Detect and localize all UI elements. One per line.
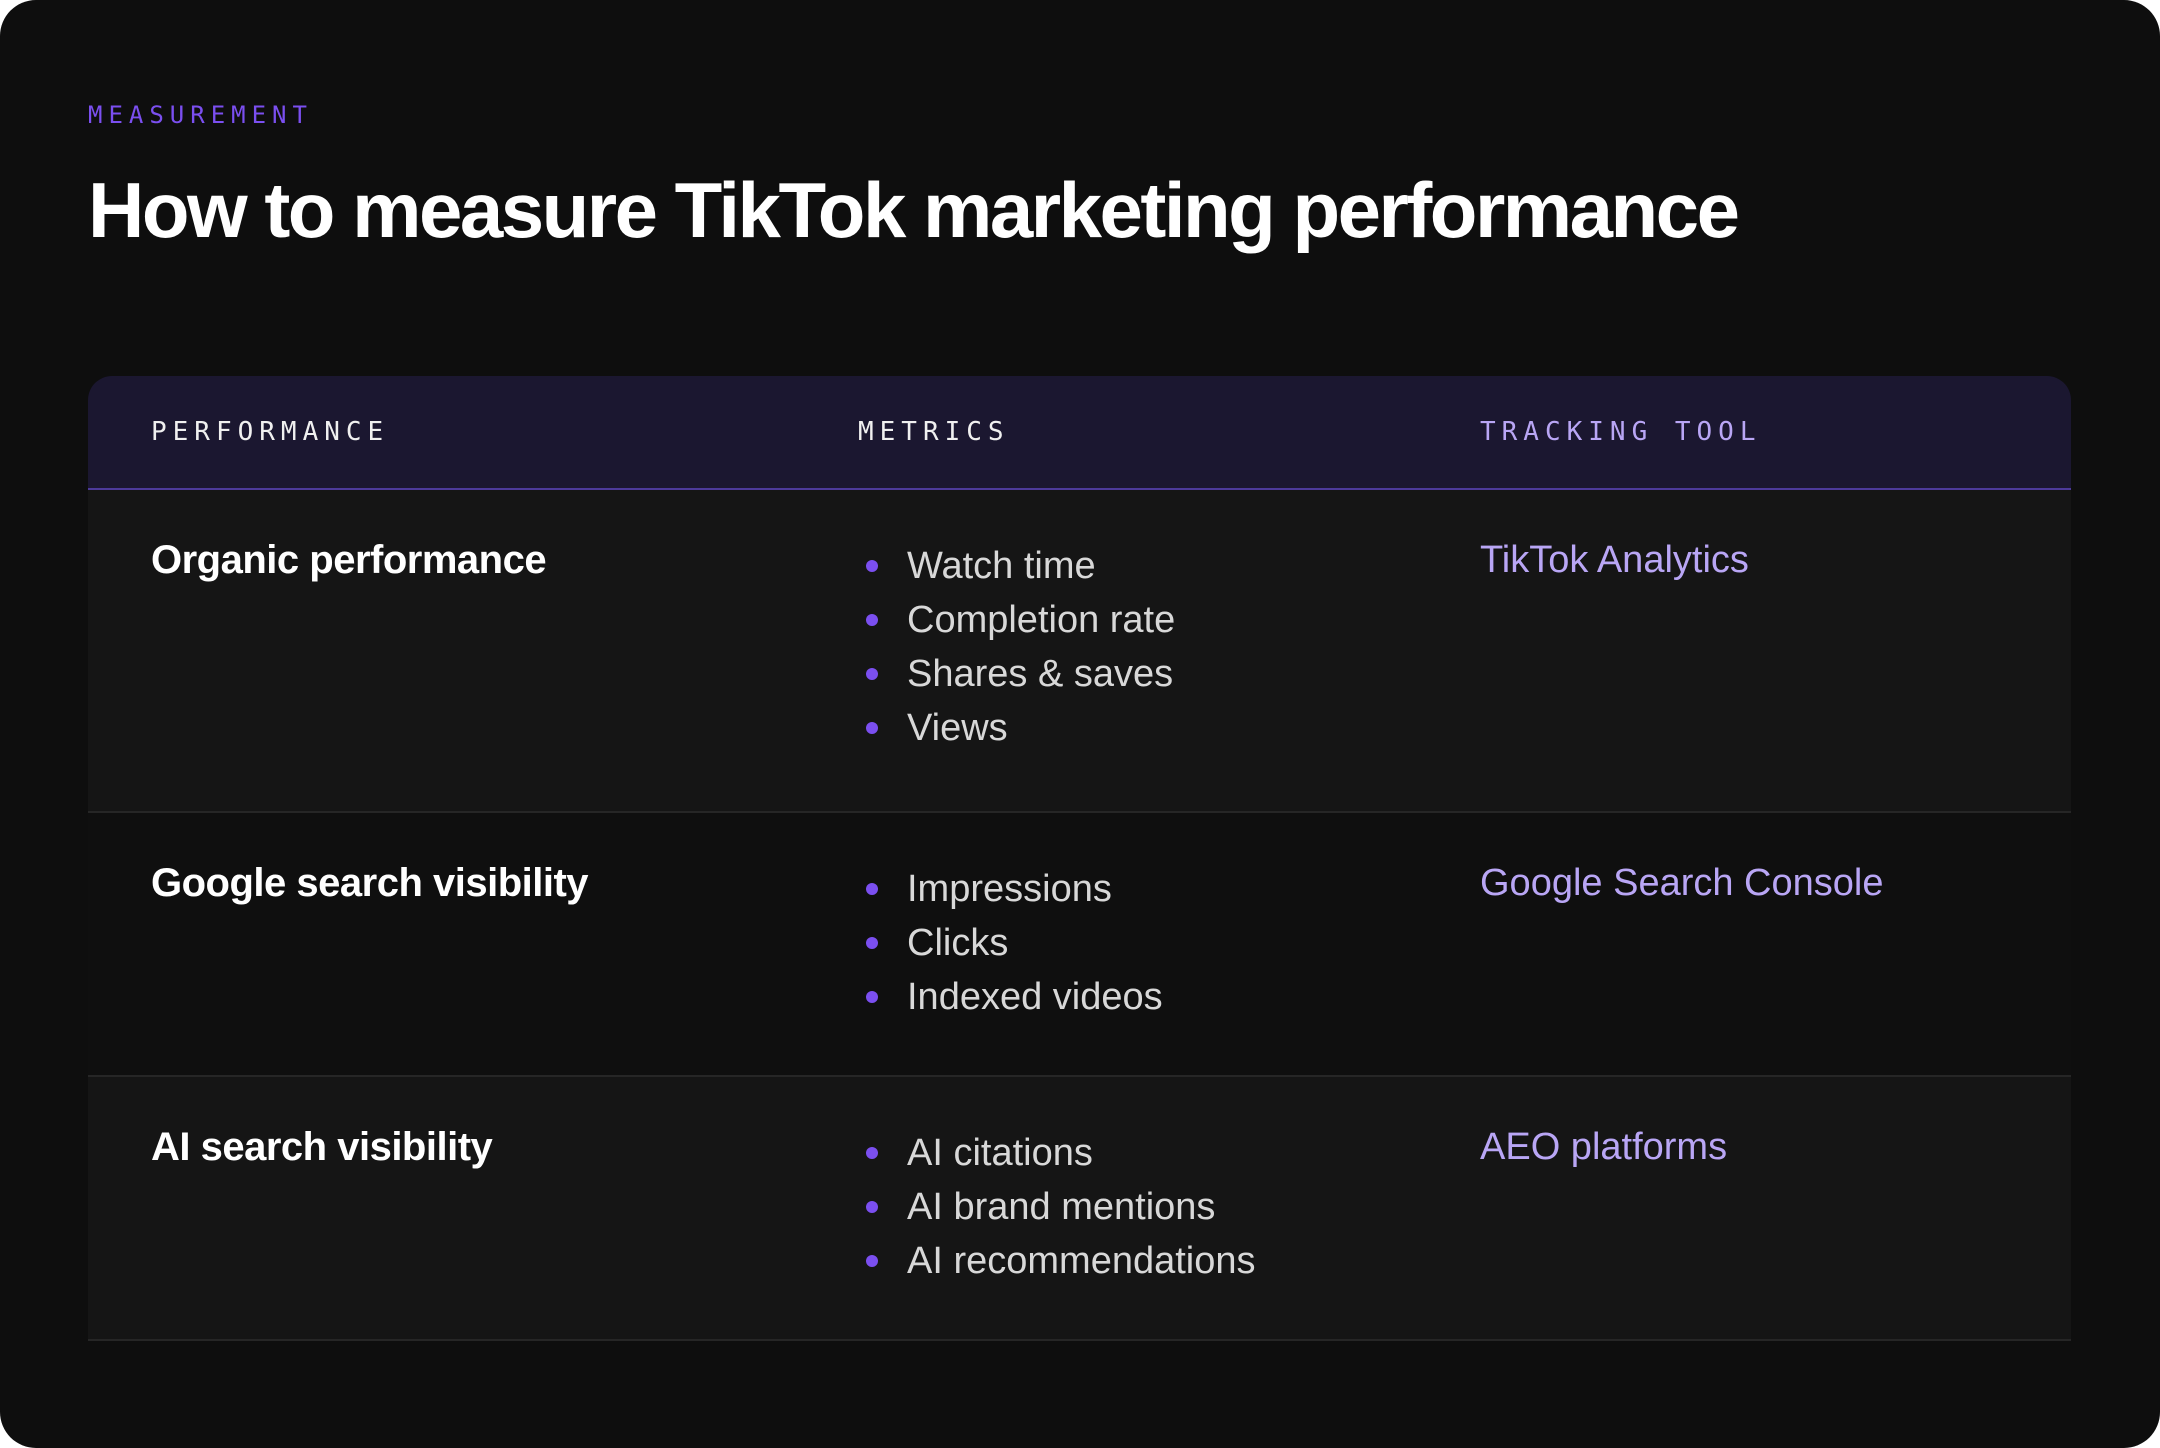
metric-label: AI brand mentions (907, 1185, 1216, 1228)
metric-label: Impressions (907, 867, 1112, 910)
tool-link-google-search-console[interactable]: Google Search Console (1480, 862, 1884, 904)
list-item: AI brand mentions (858, 1177, 1256, 1237)
metric-label: Indexed videos (907, 975, 1163, 1018)
metrics-list: AI citations AI brand mentions AI recomm… (858, 1123, 1256, 1291)
table-row: AI search visibility AI citations AI bra… (88, 1077, 2071, 1341)
bullet-icon (866, 668, 878, 680)
metric-label: Clicks (907, 921, 1009, 964)
metric-label: AI recommendations (907, 1239, 1256, 1282)
bullet-icon (866, 883, 878, 895)
performance-label: AI search visibility (151, 1125, 493, 1169)
section-eyebrow: MEASUREMENT (88, 101, 313, 129)
list-item: Clicks (858, 913, 1163, 973)
metrics-list: Watch time Completion rate Shares & save… (858, 536, 1175, 758)
bullet-icon (866, 1201, 878, 1213)
bullet-icon (866, 991, 878, 1003)
list-item: Shares & saves (858, 644, 1175, 704)
list-item: Views (858, 698, 1175, 758)
list-item: AI recommendations (858, 1231, 1256, 1291)
page-title: How to measure TikTok marketing performa… (88, 166, 1740, 254)
list-item: Impressions (858, 859, 1163, 919)
list-item: Watch time (858, 536, 1175, 596)
bullet-icon (866, 1147, 878, 1159)
bullet-icon (866, 614, 878, 626)
header-metrics: METRICS (858, 417, 1010, 447)
table-header: PERFORMANCE METRICS TRACKING TOOL (88, 376, 2071, 490)
list-item: AI citations (858, 1123, 1256, 1183)
bullet-icon (866, 1255, 878, 1267)
list-item: Indexed videos (858, 967, 1163, 1027)
table-row: Organic performance Watch time Completio… (88, 490, 2071, 813)
list-item: Completion rate (858, 590, 1175, 650)
tool-link-aeo-platforms[interactable]: AEO platforms (1480, 1126, 1728, 1168)
metric-label: Views (907, 706, 1008, 749)
performance-label: Google search visibility (151, 861, 589, 905)
bullet-icon (866, 937, 878, 949)
table-row: Google search visibility Impressions Cli… (88, 813, 2071, 1077)
performance-label: Organic performance (151, 538, 547, 582)
metric-label: Watch time (907, 544, 1096, 587)
bullet-icon (866, 722, 878, 734)
metric-label: AI citations (907, 1131, 1093, 1174)
tool-link-tiktok-analytics[interactable]: TikTok Analytics (1480, 539, 1749, 581)
metric-label: Shares & saves (907, 652, 1174, 695)
header-performance: PERFORMANCE (151, 417, 390, 447)
metrics-list: Impressions Clicks Indexed videos (858, 859, 1163, 1027)
measurement-table: PERFORMANCE METRICS TRACKING TOOL Organi… (88, 376, 2071, 1341)
header-tracking-tool: TRACKING TOOL (1480, 417, 1762, 447)
bullet-icon (866, 560, 878, 572)
metric-label: Completion rate (907, 598, 1176, 641)
